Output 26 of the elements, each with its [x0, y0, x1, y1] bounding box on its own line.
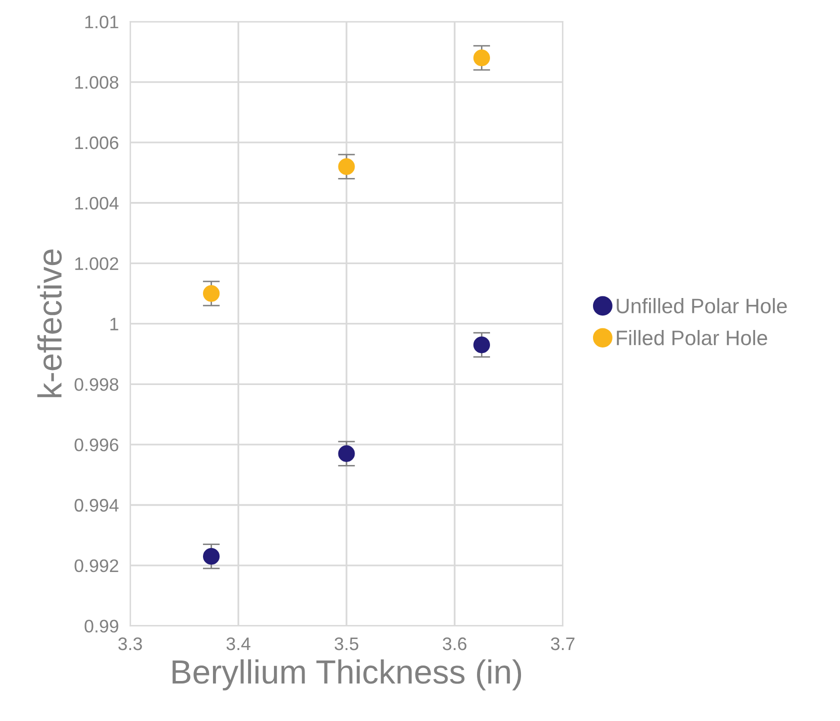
point [202, 285, 220, 302]
x-tick-label: 3.4 [226, 637, 250, 650]
legend-label: Filled Polar Hole [616, 330, 768, 346]
y-tick-label: 0.994 [74, 498, 119, 512]
y-axis-title: k-effective [37, 250, 62, 398]
point [473, 336, 490, 354]
point [473, 50, 490, 66]
point [338, 158, 355, 175]
y-tick-label: 1.006 [75, 136, 118, 150]
y-tick-label: 0.998 [74, 378, 118, 391]
x-tick-label: 3.3 [118, 637, 142, 650]
y-tick-label: 1.008 [75, 76, 118, 89]
x-tick-label: 3.6 [442, 637, 466, 650]
point [202, 548, 220, 565]
y-tick-label: 1.01 [85, 16, 118, 28]
y-tick-label: 0.992 [74, 559, 118, 572]
y-tick-label: 0.99 [84, 620, 118, 633]
x-axis-title: Beryllium Thickness (in) [172, 659, 522, 690]
x-tick-label: 3.5 [334, 637, 358, 650]
y-tick-label: 1.002 [75, 257, 118, 270]
y-tick-label: 1 [110, 318, 118, 330]
legend-label: Unfilled Polar Hole [616, 298, 787, 314]
y-tick-label: 1.004 [75, 196, 119, 210]
point [338, 445, 355, 462]
y-tick-label: 0.996 [74, 438, 118, 452]
x-tick-label: 3.7 [550, 637, 574, 650]
